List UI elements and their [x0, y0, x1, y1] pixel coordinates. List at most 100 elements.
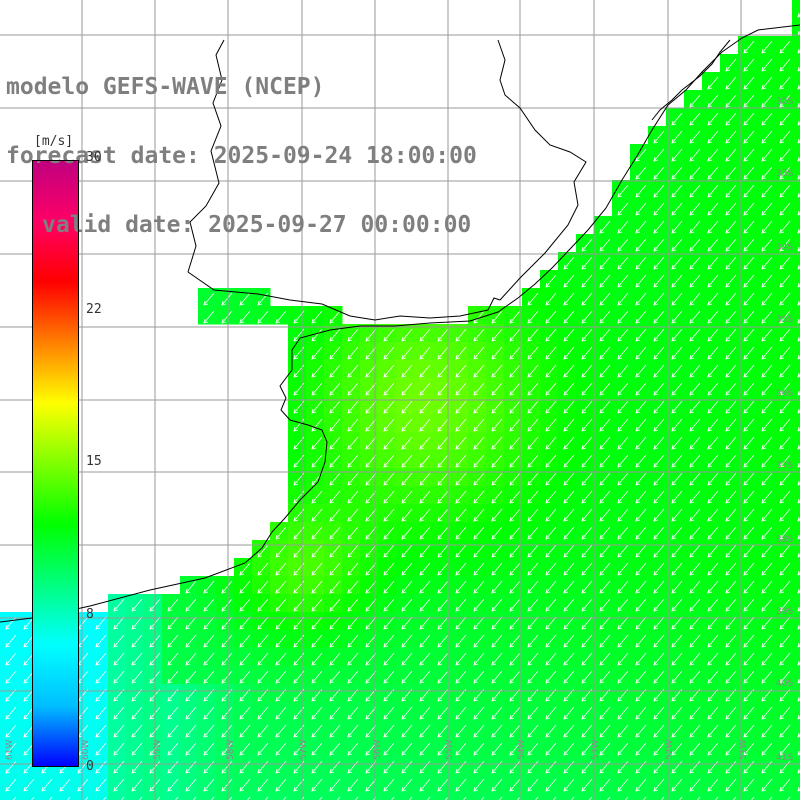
wind-cell [612, 306, 631, 325]
wind-cell [396, 720, 415, 739]
wind-arrowhead [275, 354, 281, 360]
wind-arrow [671, 418, 683, 432]
wind-arrow [480, 796, 485, 800]
wind-cell [738, 288, 757, 307]
wind-cell [594, 486, 613, 505]
wind-cell [252, 720, 271, 739]
wind-cell [270, 684, 289, 703]
wind-arrow [347, 526, 359, 540]
wind-cell [558, 414, 577, 433]
wind-arrow [689, 634, 701, 648]
wind-arrowhead [527, 426, 533, 432]
wind-arrow [311, 364, 323, 378]
wind-arrow [419, 778, 431, 792]
wind-arrowhead [419, 768, 425, 774]
wind-arrowhead [167, 714, 173, 720]
wind-cell [720, 270, 739, 289]
wind-cell [666, 630, 685, 649]
wind-cell [90, 702, 109, 721]
wind-arrowhead [779, 390, 785, 396]
wind-arrowhead [779, 606, 785, 612]
wind-cell [522, 666, 541, 685]
wind-arrow [599, 238, 611, 252]
wind-arrowhead [743, 282, 749, 288]
wind-cell [558, 612, 577, 631]
wind-cell [540, 414, 559, 433]
wind-arrowhead [671, 462, 677, 468]
wind-cell [792, 522, 800, 541]
wind-cell [792, 684, 800, 703]
wind-arrowhead [239, 300, 245, 306]
wind-arrow [221, 634, 233, 648]
wind-arrowhead [545, 390, 551, 396]
wind-cell [774, 612, 793, 631]
wind-cell [648, 324, 667, 343]
wind-cell [396, 342, 415, 361]
wind-arrowhead [599, 480, 605, 486]
wind-arrowhead [203, 732, 209, 738]
wind-arrow [707, 202, 719, 216]
wind-arrow [725, 166, 737, 180]
wind-cell [648, 486, 667, 505]
wind-arrow [671, 238, 683, 252]
wind-arrow [174, 796, 179, 800]
wind-arrowhead [167, 660, 173, 666]
wind-arrowhead [743, 84, 749, 90]
wind-arrow [257, 598, 269, 612]
wind-cell [468, 756, 487, 775]
wind-arrowhead [743, 750, 749, 756]
wind-arrow [491, 616, 503, 630]
wind-arrowhead [797, 102, 800, 108]
wind-arrowhead [491, 732, 497, 738]
wind-arrow [419, 454, 431, 468]
wind-arrow [185, 634, 197, 648]
wind-arrowhead [365, 426, 371, 432]
wind-arrow [678, 796, 683, 800]
wind-arrowhead [545, 606, 551, 612]
wind-arrowhead [329, 336, 335, 342]
wind-arrow [635, 526, 647, 540]
wind-cell [234, 684, 253, 703]
wind-cell [738, 324, 757, 343]
wind-cell [432, 576, 451, 595]
wind-cell [594, 378, 613, 397]
wind-arrow [95, 616, 107, 630]
wind-cell [342, 342, 361, 361]
wind-arrow [671, 220, 683, 234]
wind-arrow [311, 328, 323, 342]
wind-arrow [455, 652, 467, 666]
wind-arrow [257, 310, 269, 324]
wind-arrow [689, 238, 701, 252]
wind-arrow [743, 598, 755, 612]
wind-arrow [761, 562, 773, 576]
wind-arrowhead [131, 768, 137, 774]
wind-arrow [95, 742, 107, 756]
wind-cell [270, 738, 289, 757]
wind-cell [720, 792, 739, 800]
wind-cell [270, 792, 289, 800]
wind-arrowhead [329, 444, 335, 450]
wind-arrowhead [761, 300, 767, 306]
wind-arrowhead [563, 300, 569, 306]
wind-cell [540, 342, 559, 361]
wind-cell [162, 612, 181, 631]
wind-arrow [372, 796, 377, 800]
wind-cell [774, 180, 793, 199]
wind-cell [612, 576, 631, 595]
wind-arrow [203, 724, 215, 738]
wind-arrowhead [599, 246, 605, 252]
wind-arrowhead [635, 732, 641, 738]
wind-arrowhead [743, 696, 749, 702]
longitude-label: 60W [81, 740, 91, 760]
wind-arrowhead [599, 228, 605, 234]
wind-arrow [347, 346, 359, 360]
wind-arrowhead [509, 624, 515, 630]
wind-arrowhead [275, 786, 281, 792]
wind-cell [774, 306, 793, 325]
wind-arrow [635, 382, 647, 396]
wind-cell [414, 630, 433, 649]
wind-arrowhead [311, 624, 317, 630]
wind-arrowhead [437, 372, 443, 378]
wind-cell [540, 540, 559, 559]
wind-arrowhead [761, 264, 767, 270]
